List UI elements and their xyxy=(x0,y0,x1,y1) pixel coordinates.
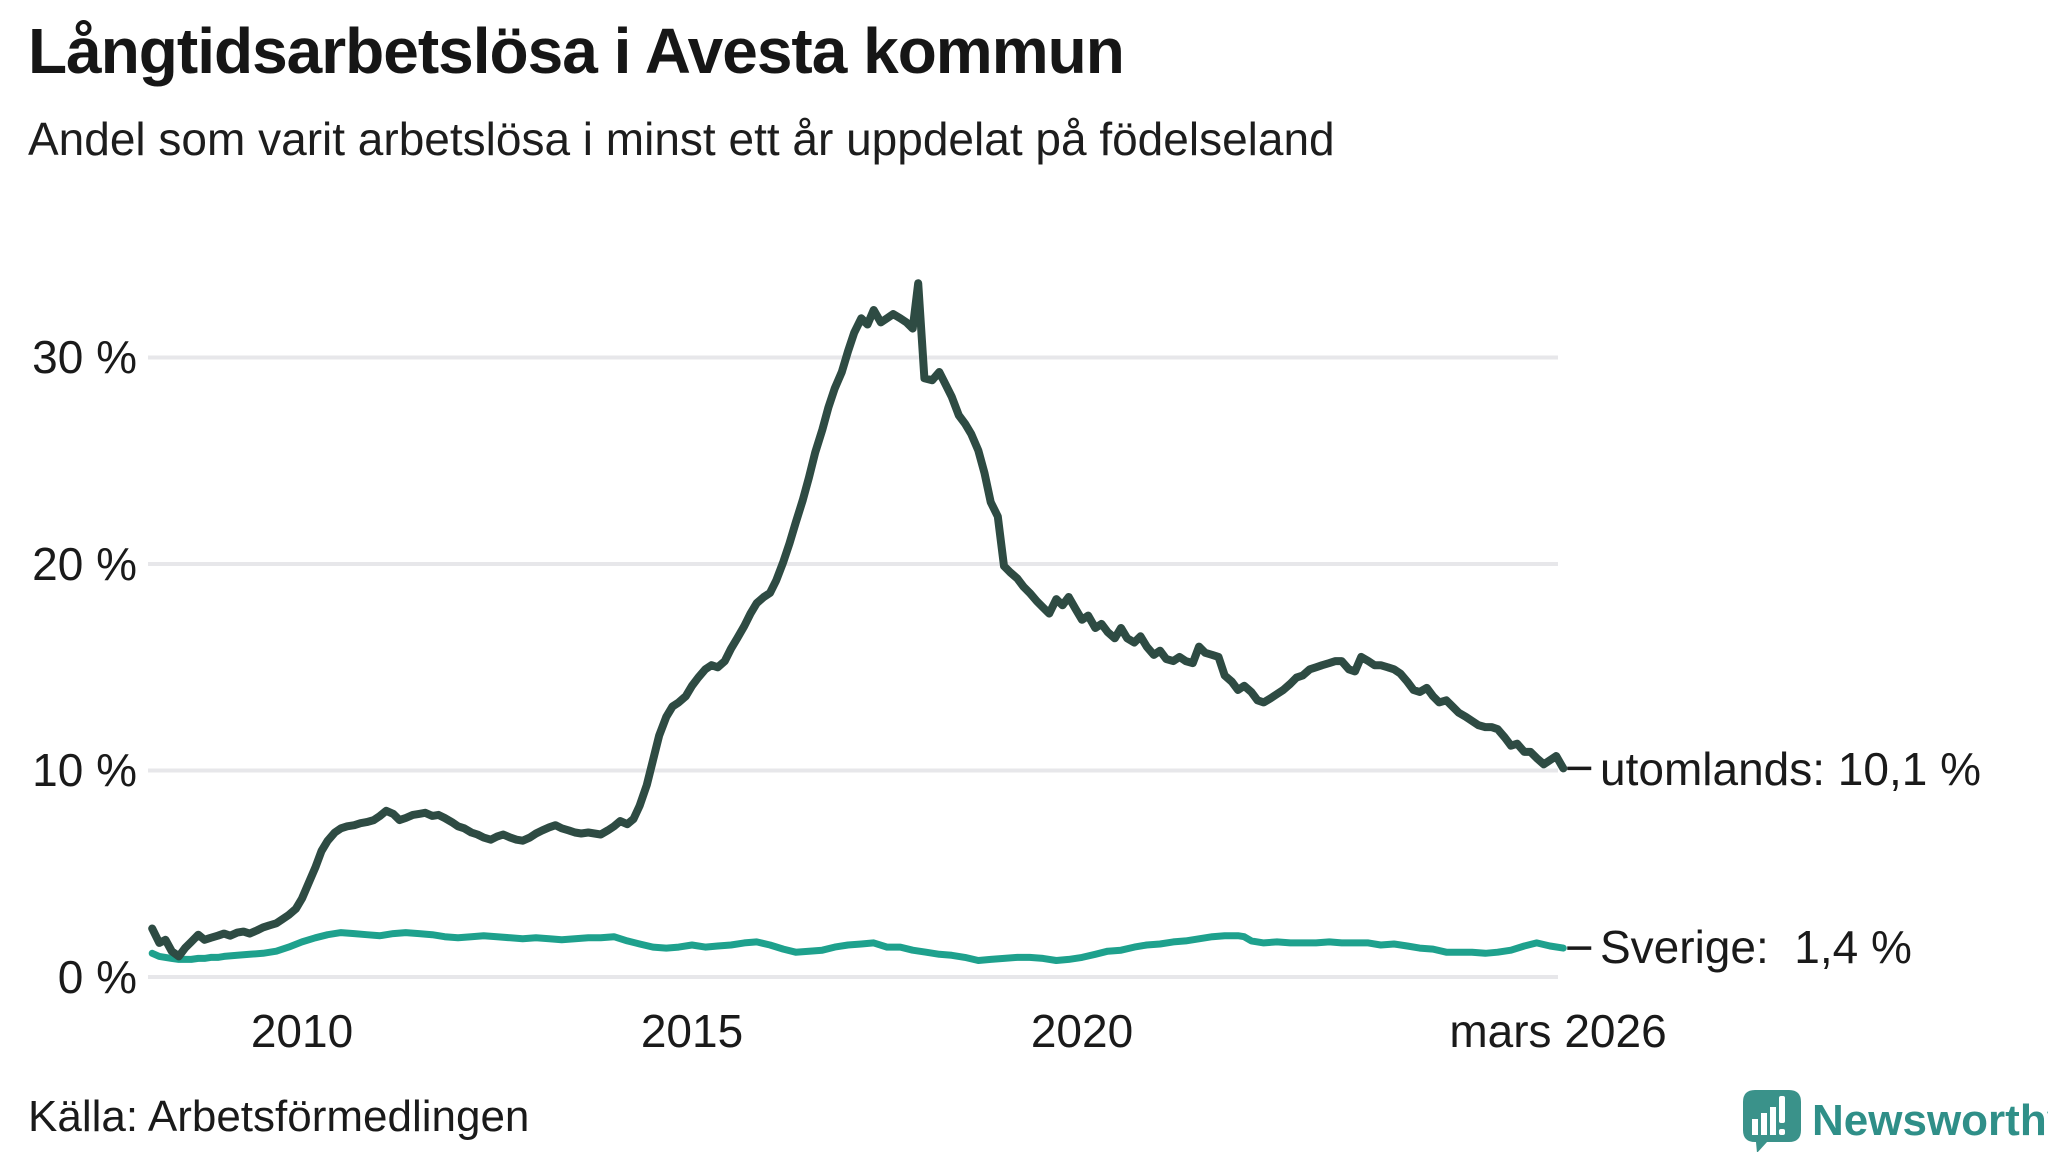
y-tick-30: 30 % xyxy=(32,331,137,383)
newsworthy-logo-text[interactable]: Newsworthy xyxy=(1812,1096,2048,1145)
series-label-ticks xyxy=(1567,766,1592,950)
gridlines xyxy=(148,355,1558,979)
x-tick-2015: 2015 xyxy=(640,1005,744,1057)
series-label-utomlands: utomlands: 10,1 % xyxy=(1600,743,1982,795)
y-tick-20: 20 % xyxy=(32,538,137,590)
series-label-sverige: Sverige: 1,4 % xyxy=(1600,921,1912,973)
x-tick-2010: 2010 xyxy=(250,1005,354,1057)
x-tick-mars-2026: mars 2026 xyxy=(1449,1005,1667,1057)
page-subtitle: Andel som varit arbetslösa i minst ett å… xyxy=(28,113,1335,165)
utomlands-line xyxy=(148,279,1568,961)
y-tick-10: 10 % xyxy=(32,744,137,796)
page-title: Långtidsarbetslösa i Avesta kommun xyxy=(28,15,1125,87)
newsworthy-logo-icon[interactable] xyxy=(1743,1090,1801,1152)
y-tick-0: 0 % xyxy=(57,951,137,1003)
x-tick-2020: 2020 xyxy=(1030,1005,1134,1057)
source-note: Källa: Arbetsförmedlingen xyxy=(28,1092,530,1141)
sverige-line xyxy=(148,929,1567,964)
